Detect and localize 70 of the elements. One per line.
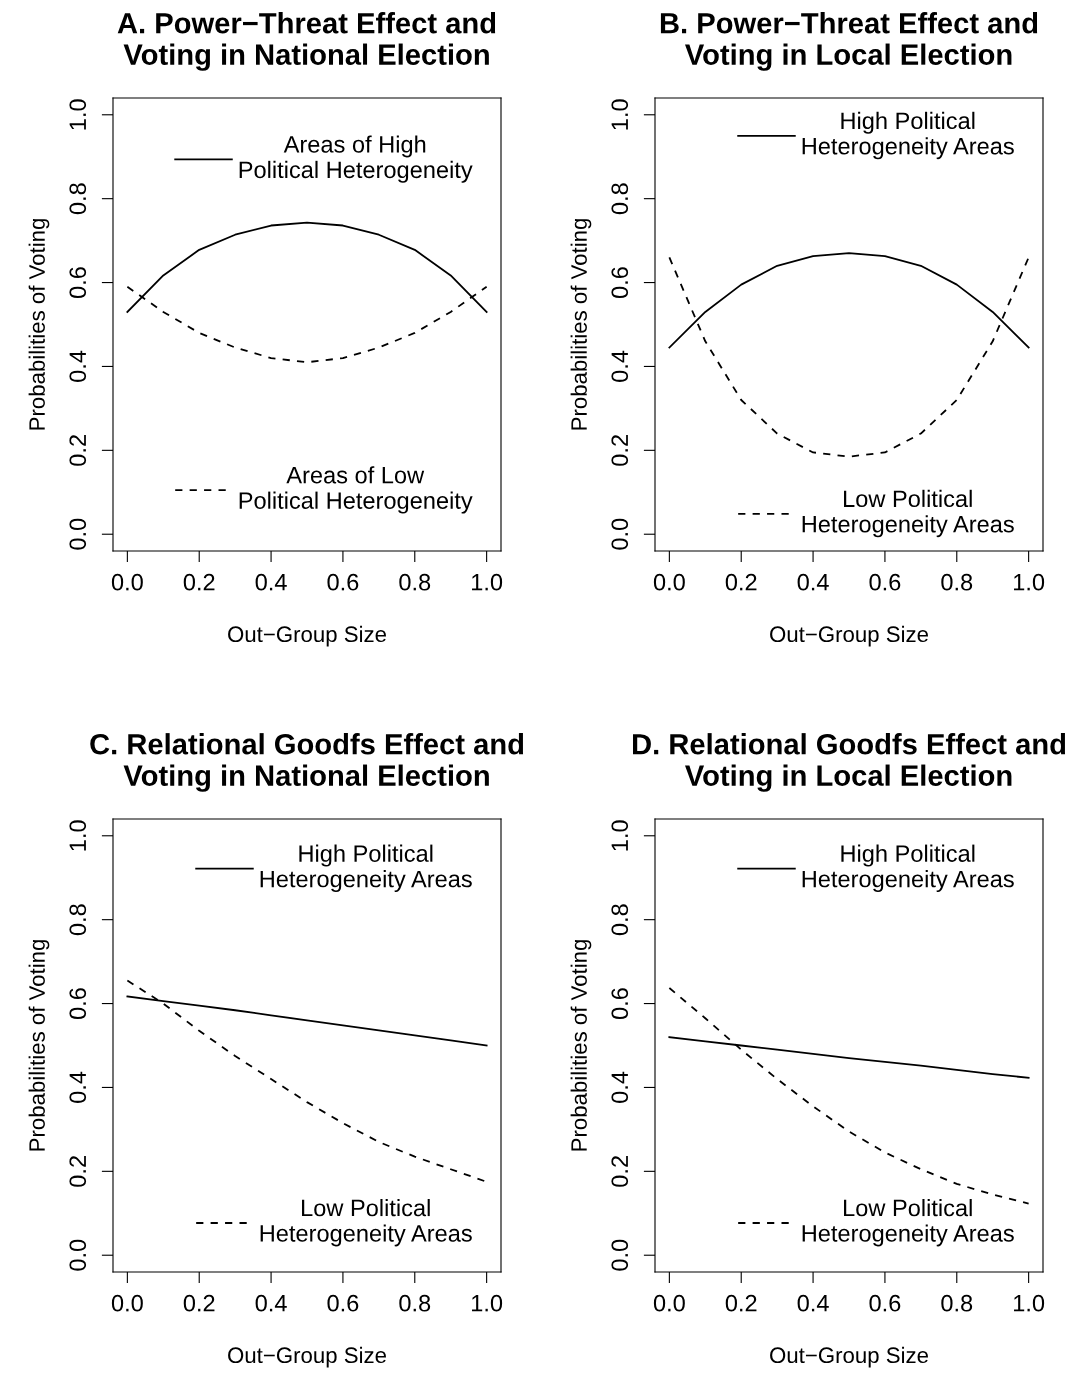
y-tick-label: 1.0: [69, 99, 87, 130]
y-tick-label: 0.0: [611, 518, 629, 550]
y-tick-label: 0.2: [69, 1156, 87, 1187]
x-tick-label: 0.4: [255, 1294, 287, 1312]
x-tick-label: 0.8: [941, 1294, 973, 1312]
x-tick-label: 1.0: [1014, 573, 1045, 591]
y-tick-label: 0.6: [611, 988, 629, 1020]
y-tick-label: 1.0: [611, 99, 629, 130]
x-tick-label: 0.6: [327, 1294, 359, 1312]
y-tick-label: 0.0: [69, 1239, 87, 1271]
x-tick-label: 0.6: [869, 573, 901, 591]
line-series: [668, 252, 1030, 349]
x-axis-title: Out−Group Size: [228, 1346, 386, 1368]
x-tick-label: 0.4: [797, 573, 829, 591]
y-tick-label: 1.0: [611, 820, 629, 851]
y-tick-label: 0.4: [69, 350, 87, 382]
y-tick-label: 0.6: [69, 267, 87, 299]
x-tick-label: 0.6: [327, 573, 359, 591]
y-tick-label: 0.0: [69, 518, 87, 550]
y-tick-label: 0.8: [69, 904, 87, 936]
x-tick-label: 0.2: [725, 573, 757, 591]
x-tick-label: 0.8: [941, 573, 973, 591]
x-tick-label: 0.4: [255, 573, 287, 591]
legend-label: High Political Heterogeneity Areas: [802, 111, 1014, 160]
x-tick-label: 0.0: [111, 1294, 143, 1312]
x-tick-label: 0.6: [869, 1294, 901, 1312]
legend-label: Areas of Low Political Heterogeneity: [239, 466, 473, 514]
x-tick-label: 0.0: [653, 1294, 685, 1312]
y-axis-title: Probabilities of Voting: [570, 940, 592, 1151]
chart-title: B. Power−Threat Effect and Voting in Local Election: [660, 12, 1038, 71]
x-tick-label: 0.2: [183, 573, 215, 591]
y-axis-title: Probabilities of Voting: [28, 219, 50, 430]
legend-label: Areas of High Political Heterogeneity: [239, 135, 473, 183]
y-tick-label: 0.4: [611, 350, 629, 382]
x-tick-label: 1.0: [1014, 1294, 1045, 1312]
y-tick-label: 1.0: [69, 820, 87, 851]
y-tick-label: 0.6: [69, 988, 87, 1020]
y-tick-label: 0.2: [69, 435, 87, 466]
legend-label: High Political Heterogeneity Areas: [260, 844, 472, 893]
x-tick-label: 0.4: [797, 1294, 829, 1312]
y-tick-label: 0.8: [69, 183, 87, 215]
x-tick-label: 1.0: [472, 573, 503, 591]
y-tick-label: 0.8: [611, 904, 629, 936]
y-axis-title: Probabilities of Voting: [570, 219, 592, 430]
legend-label: Low Political Heterogeneity Areas: [802, 489, 1014, 538]
y-tick-label: 0.2: [611, 435, 629, 466]
x-axis-title: Out−Group Size: [228, 625, 386, 647]
legend-label: Low Political Heterogeneity Areas: [802, 1198, 1014, 1247]
y-tick-label: 0.4: [69, 1071, 87, 1103]
x-axis-title: Out−Group Size: [770, 625, 928, 647]
x-tick-label: 0.0: [653, 573, 685, 591]
x-axis-title: Out−Group Size: [770, 1346, 928, 1368]
y-axis-title: Probabilities of Voting: [28, 940, 50, 1151]
legend-label: Low Political Heterogeneity Areas: [260, 1198, 472, 1247]
y-tick-label: 0.0: [611, 1239, 629, 1271]
y-tick-label: 0.2: [611, 1156, 629, 1187]
x-tick-label: 0.8: [399, 1294, 431, 1312]
y-tick-label: 0.6: [611, 267, 629, 299]
chart-title: C. Relational Goodfs Effect and Voting in National Election: [90, 733, 524, 792]
x-tick-label: 0.8: [399, 573, 431, 591]
y-tick-label: 0.4: [611, 1071, 629, 1103]
y-tick-label: 0.8: [611, 183, 629, 215]
x-tick-label: 1.0: [472, 1294, 503, 1312]
x-tick-label: 0.0: [111, 573, 143, 591]
chart-title: D. Relational Goodfs Effect and Voting in Local Election: [633, 733, 1066, 792]
chart-title: A. Power−Threat Effect and Voting in National Election: [117, 12, 496, 71]
legend-label: High Political Heterogeneity Areas: [802, 844, 1014, 893]
x-tick-label: 0.2: [725, 1294, 757, 1312]
x-tick-label: 0.2: [183, 1294, 215, 1312]
line-series: [668, 256, 1030, 458]
